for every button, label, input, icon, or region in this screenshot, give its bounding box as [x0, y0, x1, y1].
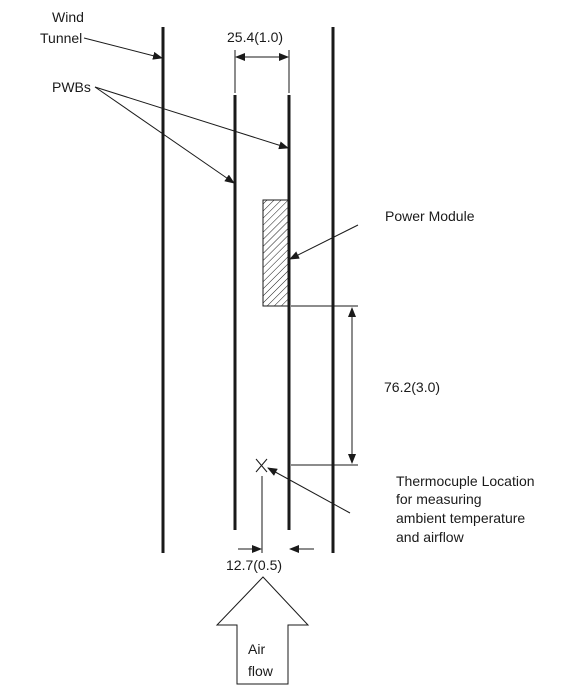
thermocouple-marker	[255, 458, 268, 473]
wind-tunnel-label-line1: Wind	[52, 9, 84, 25]
wind-tunnel-leader	[83, 37, 163, 60]
thermocouple-label-line2: for measuring	[396, 491, 482, 507]
power-module-label: Power Module	[385, 208, 475, 224]
airflow-label-line2: flow	[248, 663, 274, 679]
wind-tunnel-label-line2: Tunnel	[40, 30, 82, 46]
power-module	[262, 199, 290, 307]
module-distance-dimension-label: 76.2(3.0)	[384, 379, 440, 395]
thermocouple-label-line1: Thermocuple Location	[396, 473, 535, 489]
pwbs-leader-left	[94, 86, 235, 184]
pwbs-label: PWBs	[52, 79, 91, 95]
thermocouple-label-line4: and airflow	[396, 529, 465, 545]
thermocouple-leader	[267, 467, 351, 514]
thermocouple-spacing-dimension-label: 12.7(0.5)	[226, 557, 282, 573]
thermocouple-label-line3: ambient temperature	[396, 510, 525, 526]
airflow-label-line1: Air	[248, 641, 265, 657]
airflow-arrow	[215, 576, 310, 685]
board-spacing-dimension-label: 25.4(1.0)	[227, 29, 283, 45]
power-module-leader	[289, 224, 359, 260]
pwbs-leader-right	[94, 86, 289, 150]
